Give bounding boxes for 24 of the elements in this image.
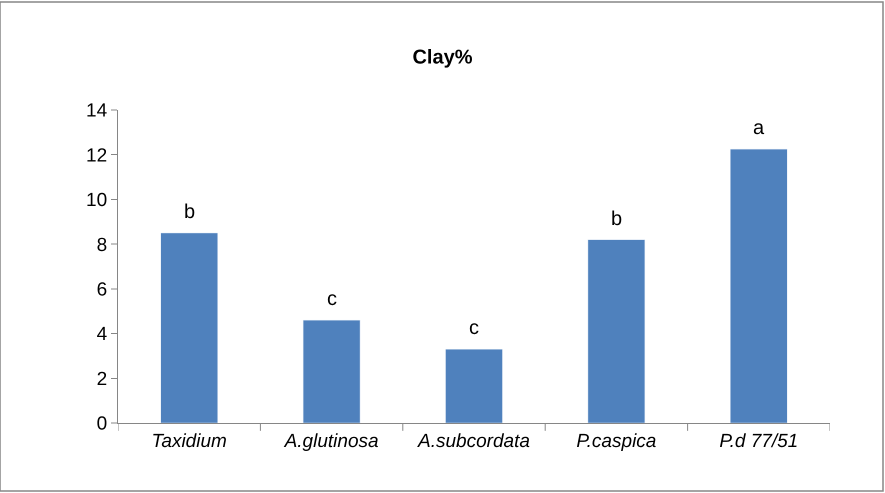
y-tick-label: 8 (96, 234, 108, 256)
chart-title: Clay% (412, 46, 473, 68)
annotation: c (327, 288, 337, 310)
annotation: a (753, 117, 765, 139)
bar (160, 232, 218, 423)
bar (730, 148, 788, 423)
x-tick-label: P.caspica (576, 430, 656, 452)
annotation: b (184, 201, 196, 223)
bar (445, 348, 503, 423)
annotation: c (469, 317, 479, 339)
y-tick-label: 14 (86, 100, 108, 122)
x-tick-label: A.glutinosa (284, 430, 379, 452)
y-tick-label: 10 (86, 190, 108, 212)
y-tick-label: 4 (96, 324, 108, 346)
x-tick-label: Taxidium (152, 430, 227, 452)
bar (302, 320, 360, 423)
x-tick-label: P.d 77/51 (719, 430, 798, 452)
annotation: b (611, 208, 622, 230)
bar (588, 239, 646, 423)
y-tick-label: 2 (96, 368, 108, 390)
x-tick-label: A.subcordata (417, 430, 530, 452)
y-tick-label: 6 (96, 280, 108, 301)
y-tick-label: 12 (86, 145, 108, 166)
y-tick-label: 0 (96, 414, 108, 435)
